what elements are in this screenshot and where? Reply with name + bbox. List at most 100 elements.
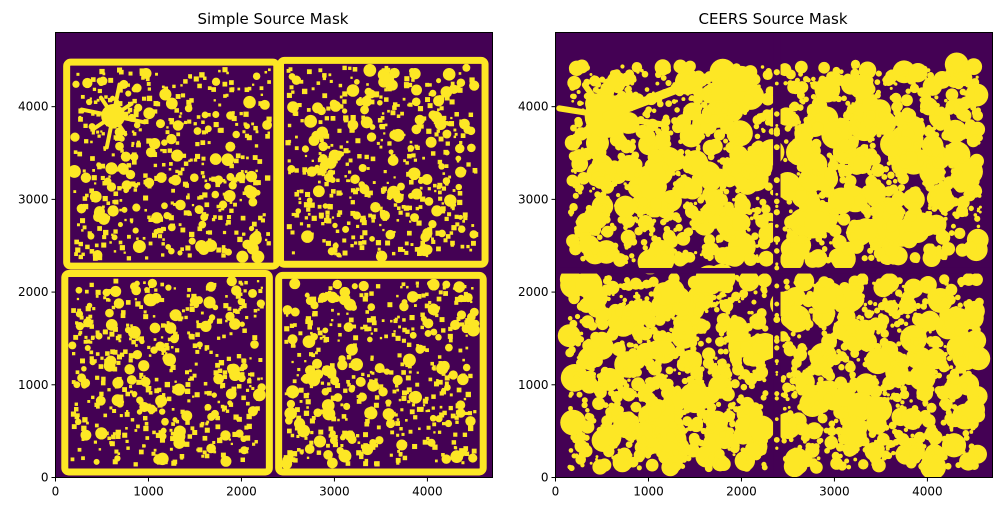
source-pixel [152,315,156,318]
source-blob [408,192,415,200]
source-blob [77,373,87,383]
source-blob [623,157,629,163]
source-blob [458,214,464,220]
source-blob [834,127,842,135]
source-blob [881,240,889,248]
source-pixel [195,142,200,147]
source-blob [455,143,465,154]
source-pixel [130,324,133,327]
source-pixel [78,254,83,260]
source-pixel [318,68,323,73]
source-pixel [359,245,365,251]
source-pixel [187,331,191,335]
source-blob [367,336,373,343]
source-blob [848,135,855,142]
source-blob [721,200,725,204]
source-blob [310,332,318,341]
source-pixel [89,350,94,355]
source-pixel [264,175,271,181]
source-blob [427,303,440,316]
source-blob [663,378,674,389]
source-pixel [155,301,158,304]
mask-image [555,32,993,478]
source-blob [172,120,184,131]
source-pixel [143,310,147,314]
source-pixel [428,300,432,305]
source-blob [844,157,850,163]
source-blob [711,294,717,301]
source-blob [707,350,715,358]
source-pixel [401,432,405,436]
source-blob [629,422,636,429]
source-pixel [241,232,246,236]
source-pixel [202,175,206,179]
source-blob [442,280,451,289]
source-blob [396,439,408,451]
source-blob [608,389,615,397]
source-pixel [170,436,176,442]
source-blob [782,226,788,232]
source-pixel [451,207,455,211]
source-pixel [206,420,210,424]
source-blob [459,118,470,130]
source-pixel [93,100,98,104]
source-blob [795,188,809,203]
source-blob [602,419,610,427]
source-pixel [201,130,206,135]
source-pixel [87,400,91,403]
source-blob [159,408,166,415]
source-blob [702,114,712,124]
source-blob [776,107,796,126]
source-blob [850,254,855,258]
source-pixel [102,72,106,76]
source-pixel [204,453,210,459]
source-pixel [407,82,413,88]
source-pixel [237,236,243,243]
source-blob [842,245,853,256]
source-blob [360,105,369,115]
source-pixel [339,95,343,99]
source-pixel [432,365,436,369]
source-pixel [431,406,435,410]
source-blob [961,195,965,199]
source-blob [909,252,921,263]
source-blob [816,109,820,114]
source-blob [161,417,169,426]
source-pixel [256,395,262,401]
detector-edge [275,271,487,476]
source-blob [335,155,341,161]
source-pixel [98,364,104,369]
source-pixel [422,156,425,160]
source-pixel [204,130,208,134]
source-blob [627,456,639,468]
source-pixel [361,220,367,226]
source-pixel [102,329,108,335]
source-pixel [347,179,351,183]
source-pixel [379,145,383,149]
source-blob [722,169,728,175]
source-pixel [350,243,354,248]
source-blob [666,332,673,339]
source-blob [623,222,628,227]
source-blob [877,238,881,242]
source-pixel [164,381,171,388]
source-blob [829,157,837,165]
source-pixel [117,101,123,107]
source-pixel [340,403,344,407]
source-blob [444,343,453,352]
source-blob [727,397,732,402]
source-pixel [130,181,136,187]
source-blob [687,382,692,387]
source-blob [716,457,731,472]
source-pixel [302,171,307,175]
source-blob [761,461,767,467]
source-pixel [384,334,388,339]
source-pixel [97,226,102,231]
source-blob [361,96,372,107]
source-pixel [133,109,139,115]
source-blob [753,213,758,218]
source-blob [741,447,747,454]
source-pixel [436,129,440,133]
source-pixel [249,357,252,360]
source-pixel [229,87,235,93]
